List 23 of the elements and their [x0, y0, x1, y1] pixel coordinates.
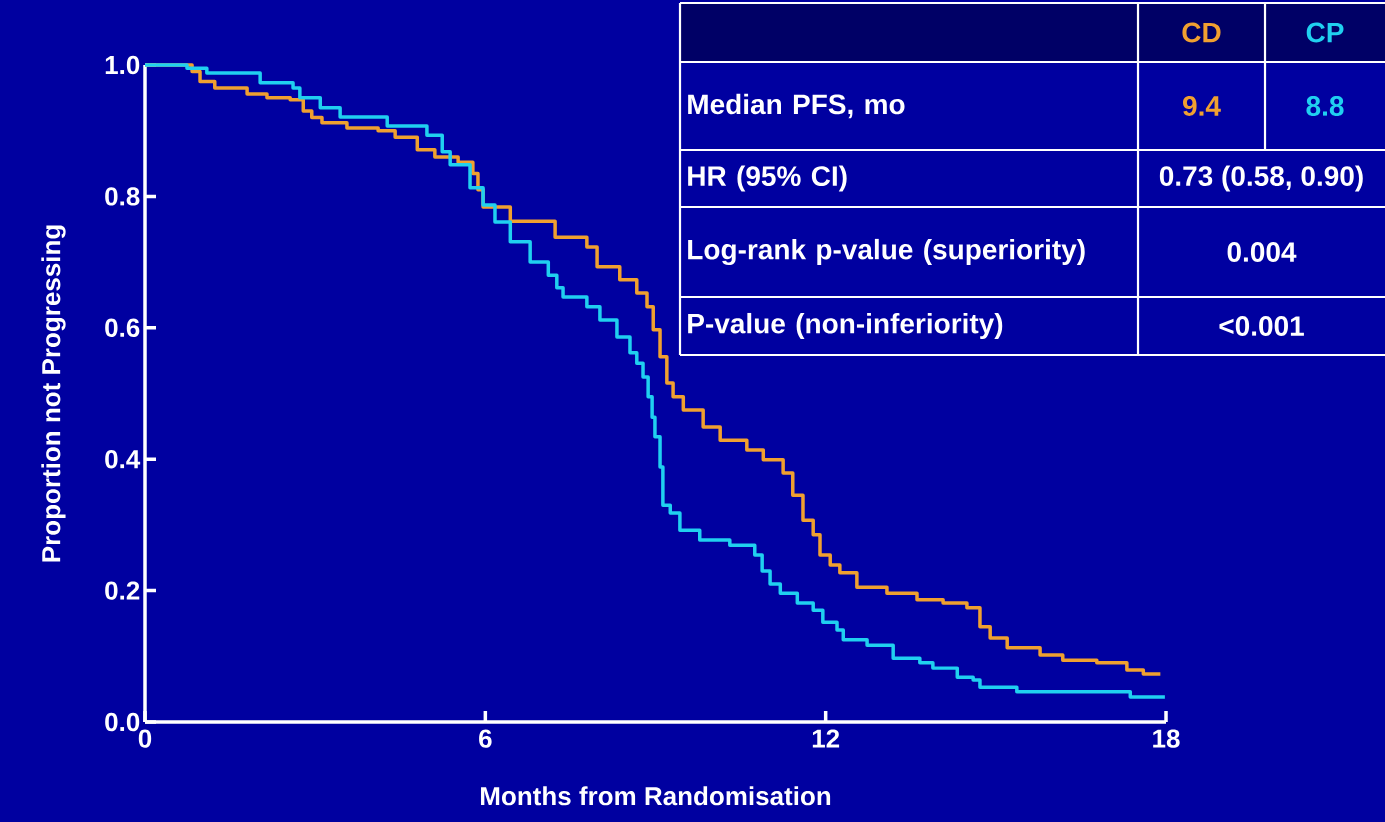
annotation: Median PFS, mo [688, 93, 905, 119]
text: 0.004 [1227, 242, 1297, 262]
y-tick-label: 0.8 [105, 187, 140, 206]
x-tick-label: 12 [812, 729, 840, 748]
y-tick-label: 0.6 [105, 318, 140, 337]
text: 9.4 [1183, 96, 1221, 116]
text: <0.001 [1219, 316, 1304, 336]
y-tick-label: 1.0 [105, 55, 140, 75]
y-tick-label: 0.4 [105, 450, 141, 469]
text: CP [1306, 22, 1344, 43]
annotation: P-value (non-inferiority) [688, 312, 1003, 340]
y-tick-label: 0.2 [105, 581, 140, 600]
annotation: Log-rank p-value (superiority) [688, 238, 1085, 266]
annotation: HR (95% CI) [688, 165, 847, 192]
text: 8.8 [1306, 96, 1344, 116]
x-axis-title: Months from Randomisation [481, 786, 831, 806]
annotation: 0.73 (0.58, 0.90) [1159, 165, 1363, 192]
x-tick-label: 18 [1153, 729, 1180, 748]
y-tick-label: 0.0 [105, 712, 140, 732]
x-tick-label: 0 [138, 729, 152, 748]
text: CD [1182, 22, 1221, 43]
x-tick-label: 6 [479, 729, 492, 748]
y-axis-title: Proportion not Progressing [41, 225, 66, 562]
